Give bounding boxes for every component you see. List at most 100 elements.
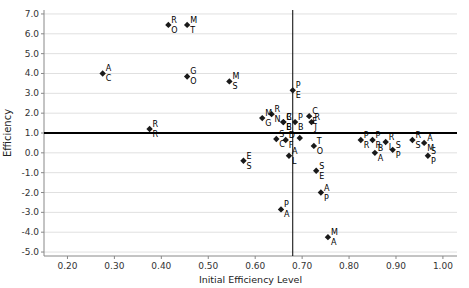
- point-label: I: [389, 143, 391, 152]
- point-label: P: [431, 157, 436, 166]
- point-label: A: [427, 134, 433, 143]
- point-label: T: [189, 26, 195, 35]
- x-tick: [114, 256, 115, 259]
- y-tick: [41, 93, 44, 94]
- point-label: R: [153, 130, 159, 139]
- x-tick: [349, 256, 350, 259]
- point-label: S: [431, 147, 436, 156]
- point-label: P: [298, 113, 303, 122]
- x-tick-label: 0.60: [245, 261, 265, 271]
- point-label: P: [376, 131, 381, 140]
- point-label: M: [331, 228, 338, 237]
- y-tick: [41, 13, 44, 14]
- point-label: E: [246, 152, 251, 161]
- point-labels: ACRRGOROMTMSESMGRNSCCBBEDFALPAPEPBCERJTO…: [106, 16, 436, 247]
- grid-line: [44, 172, 457, 173]
- point-label: S: [319, 162, 324, 171]
- point-label: R: [315, 113, 321, 122]
- grid-line: [44, 232, 457, 233]
- y-tick: [41, 232, 44, 233]
- point-label: R: [389, 133, 395, 142]
- y-tick: [41, 212, 44, 213]
- point-label: T: [316, 137, 322, 146]
- point-label: M: [232, 72, 239, 81]
- axes: 0.200.300.400.500.600.700.800.901.00-5.0…: [21, 9, 457, 271]
- x-tick-label: 0.30: [104, 261, 124, 271]
- plot-area: [44, 10, 457, 256]
- y-tick: [41, 133, 44, 134]
- point-label: O: [190, 77, 196, 86]
- point-label: A: [292, 147, 298, 156]
- y-tick-label: -1.0: [21, 168, 39, 178]
- point-label: S: [246, 162, 251, 171]
- x-axis-label: Initial Efficiency Level: [199, 274, 302, 285]
- point-label: A: [378, 154, 384, 163]
- point-label: M: [190, 16, 197, 25]
- x-tick: [442, 256, 443, 259]
- point-label: E: [296, 91, 301, 100]
- point-label: C: [279, 140, 285, 149]
- point-label: R: [415, 131, 421, 140]
- point-label: S: [415, 141, 420, 150]
- point-label: S: [279, 130, 284, 139]
- x-tick: [208, 256, 209, 259]
- grid-line: [44, 212, 457, 213]
- y-axis-label: Efficiency: [2, 109, 13, 157]
- y-tick-label: 3.0: [25, 88, 40, 98]
- point-label: A: [324, 184, 330, 193]
- y-tick: [41, 73, 44, 74]
- point-label: B: [298, 123, 304, 132]
- y-tick: [41, 192, 44, 193]
- grid-line: [44, 53, 457, 54]
- x-tick: [302, 256, 303, 259]
- point-label: A: [331, 238, 337, 247]
- point-label: P: [296, 81, 301, 90]
- grid-line: [44, 113, 457, 114]
- point-label: S: [232, 82, 237, 91]
- point-label: D: [289, 131, 295, 140]
- point-label: P: [396, 151, 401, 160]
- x-tick: [395, 256, 396, 259]
- x-tick-label: 0.80: [339, 261, 359, 271]
- chart: 0.200.300.400.500.600.700.800.901.00-5.0…: [0, 0, 469, 288]
- point-label: R: [364, 141, 370, 150]
- point-label: C: [106, 74, 112, 83]
- y-tick-label: -4.0: [21, 227, 39, 237]
- grid-line: [44, 133, 457, 134]
- point: [297, 135, 303, 141]
- reference-line: [44, 132, 457, 134]
- point-label: O: [317, 147, 323, 156]
- grid-line: [44, 192, 457, 193]
- point-label: B: [378, 144, 384, 153]
- point-label: P: [324, 194, 329, 203]
- point-label: C: [286, 113, 292, 122]
- x-tick-label: 0.90: [386, 261, 406, 271]
- point-label: A: [106, 64, 112, 73]
- y-tick: [41, 113, 44, 114]
- point-label: J: [314, 123, 317, 132]
- y-tick-label: -2.0: [21, 188, 39, 198]
- x-tick-label: 1.00: [433, 261, 453, 271]
- point-label: R: [275, 105, 281, 114]
- y-tick: [41, 33, 44, 34]
- x-tick: [67, 256, 68, 259]
- y-tick-label: 5.0: [25, 49, 40, 59]
- y-tick: [41, 53, 44, 54]
- point-label: E: [319, 172, 324, 181]
- point-label: P: [364, 131, 369, 140]
- point-label: M: [265, 109, 272, 118]
- grid-line: [44, 13, 457, 14]
- grid: [44, 14, 457, 252]
- point-label: B: [286, 113, 292, 122]
- y-tick-label: -5.0: [21, 247, 39, 257]
- point-label: O: [171, 26, 177, 35]
- y-tick: [41, 172, 44, 173]
- x-tick-label: 0.40: [151, 261, 171, 271]
- point-label: G: [190, 67, 196, 76]
- y-tick-label: 0.0: [25, 148, 40, 158]
- point-label: S: [396, 141, 401, 150]
- y-tick-label: 6.0: [25, 29, 40, 39]
- grid-line: [44, 252, 457, 253]
- x-tick-label: 0.70: [292, 261, 312, 271]
- point-label: R: [153, 120, 159, 129]
